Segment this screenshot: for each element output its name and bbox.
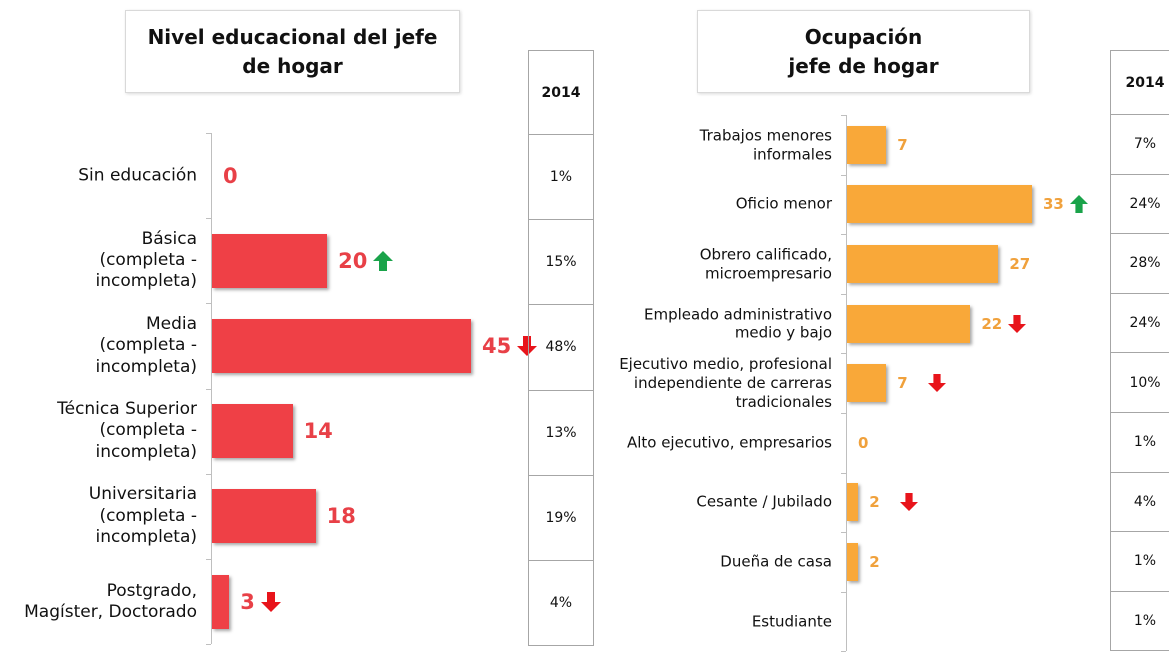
bar [847,125,887,164]
bar [847,543,859,581]
table-cell: 10% [1110,352,1169,413]
value-label-group: 20 [338,248,394,273]
value-label-group: 33 [1043,195,1088,214]
axis-line [211,133,212,645]
axis-tick [841,472,846,474]
bar [212,319,471,373]
bar [212,404,293,459]
table-cell: 7% [1110,114,1169,175]
chart-title: Ocupación jefe de hogar [697,10,1030,93]
axis-tick [841,293,846,295]
value-label: 22 [981,314,1003,333]
value-label-group: 7 [897,136,907,154]
table-cell: 24% [1110,292,1169,354]
category-label: Alto ejecutivo, empresarios [626,433,832,452]
table-cell: 19% [528,474,594,561]
value-label-group: 45 [482,334,538,358]
axis-tick [841,651,846,653]
trend-arrow-down [899,493,918,512]
bar [212,233,328,288]
trend-arrow-down [927,374,946,393]
value-label: 7 [897,135,908,154]
axis-tick [206,133,211,134]
value-label: 0 [858,433,869,452]
trend-arrow-up [1069,195,1088,214]
axis-tick [841,532,846,534]
value-label: 3 [240,589,255,614]
axis-tick [206,559,211,560]
category-label: Dueña de casa [720,552,832,571]
axis-tick [841,115,846,116]
category-label: Estudiante [751,612,832,631]
value-label-group: 0 [858,434,868,452]
value-label: 27 [1009,255,1031,273]
value-label-group: 27 [1009,255,1030,273]
bar [212,574,230,629]
bar [212,489,316,544]
value-label-group: 22 [981,314,1027,333]
value-label: 20 [338,248,368,273]
bar [847,304,971,343]
bar [847,364,887,403]
value-label-group: 2 [869,493,918,512]
category-label: Empleado administrativo medio y bajo [644,304,832,342]
axis-tick [841,591,846,593]
axis-line [846,115,847,652]
value-label-group: 7 [897,374,946,393]
value-label: 0 [223,163,238,188]
category-label: Media (completa - incompleta) [95,314,198,377]
bar [847,245,999,283]
category-label: Obrero calificado, microempresario [699,245,832,282]
axis-tick [206,303,211,305]
category-label: Ejecutivo medio, profesional independien… [619,355,832,411]
category-label: Universitaria (completa - incompleta) [88,484,197,548]
table-cell: 1% [1110,590,1169,652]
value-label-group: 14 [304,419,333,443]
value-label: 2 [869,553,880,571]
value-label-group: 18 [327,504,356,528]
axis-tick [206,218,211,220]
value-label-group: 3 [240,590,281,614]
value-label-group: 2 [869,553,879,571]
value-label: 45 [482,334,512,358]
axis-tick [206,473,211,475]
chart-title: Nivel educacional del jefe de hogar [125,10,460,93]
trend-arrow-down [1008,314,1027,333]
axis-tick [206,644,211,646]
category-label: Básica (completa - incompleta) [95,228,198,292]
table-cell: 28% [1110,233,1169,294]
category-label: Oficio menor [735,195,832,214]
table-cell: 1% [1110,412,1169,473]
bar [847,185,1032,224]
axis-tick [841,353,846,355]
table-header: 2014 [528,50,594,135]
trend-arrow-up [373,250,394,271]
value-label: 14 [303,419,333,444]
category-label: Trabajos menores informales [699,126,832,163]
axis-tick [841,174,846,176]
category-label: Técnica Superior (completa - incompleta) [57,399,197,462]
category-label: Cesante / Jubilado [696,493,832,512]
axis-tick [841,413,846,414]
table-cell: 4% [1110,471,1169,533]
trend-arrow-down [260,591,281,612]
category-label: Sin educación [78,164,197,185]
axis-tick [841,234,846,236]
table-cell: 1% [1110,531,1169,592]
value-label: 2 [869,493,880,512]
value-label: 18 [326,504,356,529]
category-label: Postgrado, Magíster, Doctorado [24,580,197,622]
table-cell: 24% [1110,173,1169,235]
value-label: 7 [897,374,908,393]
axis-tick [206,388,211,390]
value-label: 33 [1043,195,1064,214]
table-cell: 4% [528,560,594,647]
trend-arrow-down [517,336,538,356]
table-header: 2014 [1110,50,1169,115]
bar [847,483,859,522]
value-label-group: 0 [223,164,238,188]
